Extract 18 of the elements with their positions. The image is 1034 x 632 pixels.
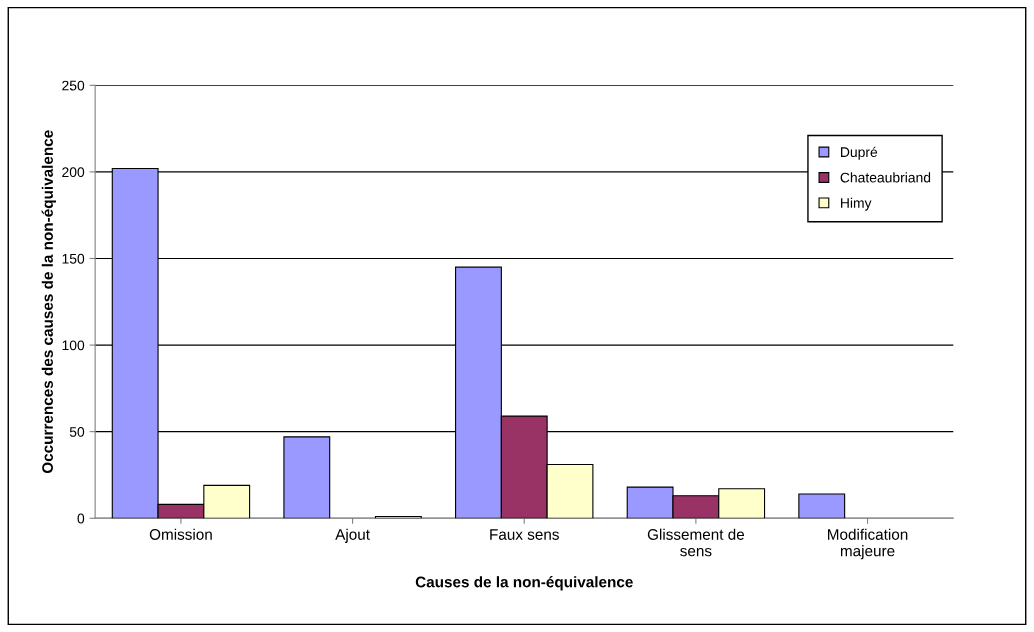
- x-axis-title: Causes de la non-équivalence: [415, 576, 633, 591]
- x-tick-label: Glissement de sens: [647, 528, 745, 557]
- y-tick-label: 100: [62, 340, 85, 351]
- y-tick-label: 250: [62, 80, 85, 91]
- y-tick-label: 150: [62, 253, 85, 264]
- y-axis-title: Occurrences des causes de la non-équivalence: [41, 130, 56, 474]
- legend-label: Dupré: [841, 146, 878, 160]
- x-tick-label: Faux sens: [490, 529, 559, 540]
- legend-label: Chateaubriand: [840, 172, 931, 183]
- y-tick-label: 50: [69, 426, 85, 437]
- bar: [283, 436, 331, 519]
- y-tick-label: 0: [77, 513, 85, 524]
- bar: [798, 493, 846, 519]
- x-tick-label: Modification majeure: [828, 528, 908, 560]
- x-tick-label: Ajout: [335, 528, 370, 543]
- y-tick-label: 200: [62, 167, 85, 178]
- x-tick-label: Omission: [149, 528, 212, 540]
- legend-label: Himy: [841, 197, 872, 211]
